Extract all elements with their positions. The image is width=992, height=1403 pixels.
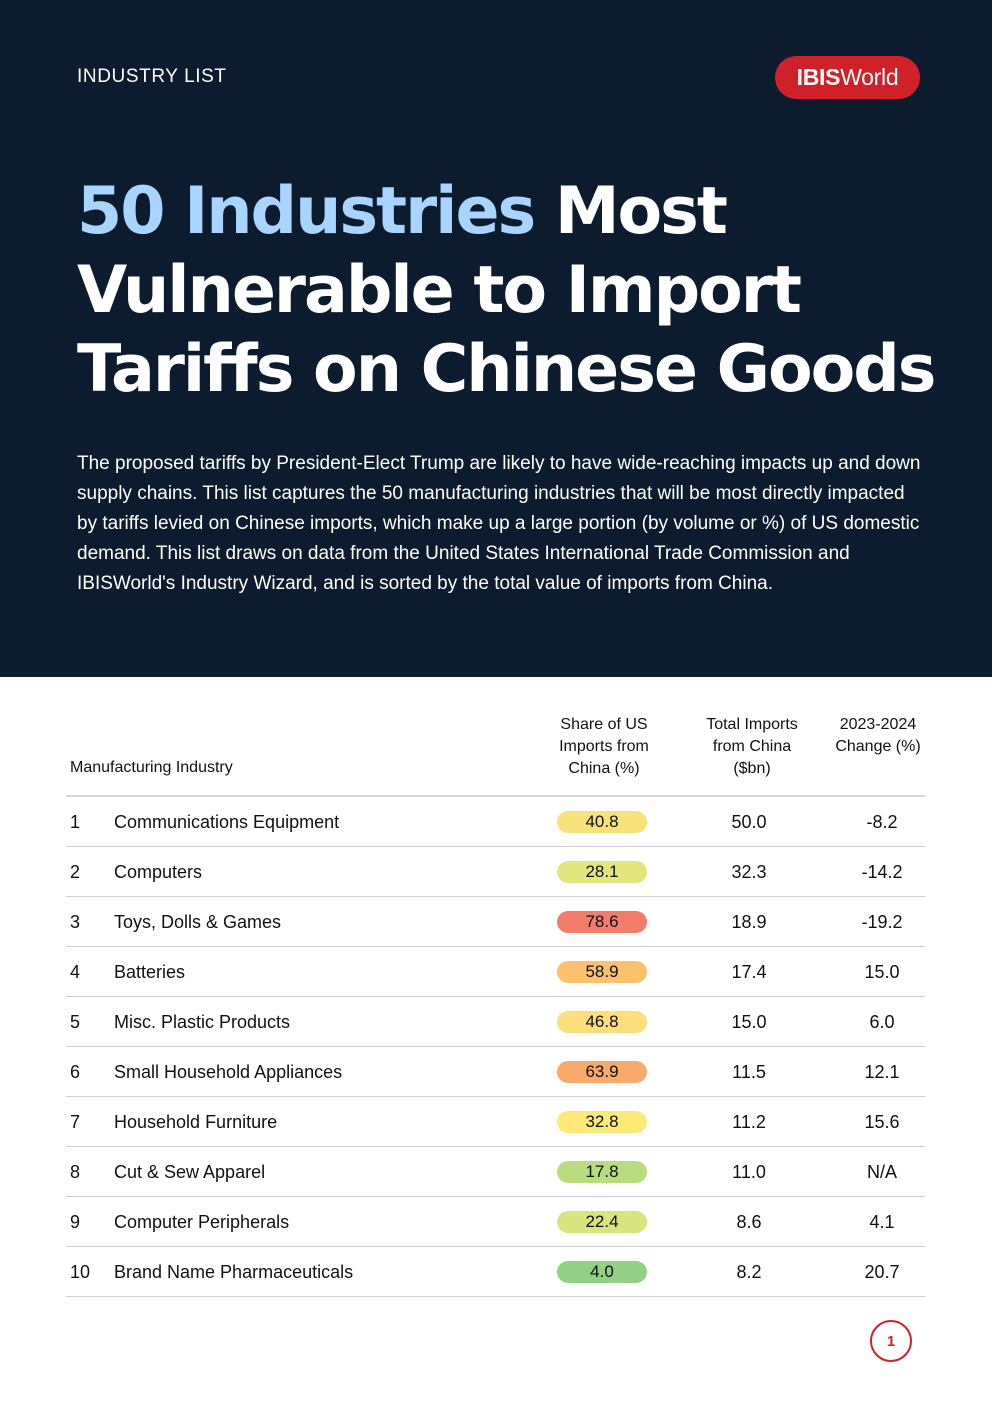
row-change: 6.0 [869, 1011, 895, 1032]
table-row: 3 Toys, Dolls & Games 78.6 18.9 -19.2 [66, 897, 925, 947]
row-industry-name: Batteries [114, 961, 186, 982]
section-label: INDUSTRY LIST [77, 66, 227, 87]
row-change: 15.0 [864, 961, 900, 982]
intro-paragraph: The proposed tariffs by President-Elect … [77, 453, 921, 594]
row-rank: 4 [70, 961, 81, 982]
row-industry-name: Computers [114, 861, 203, 882]
row-rank: 6 [70, 1061, 81, 1082]
row-total-imports: 32.3 [731, 861, 767, 882]
title-accent: 50 Industries [77, 174, 536, 249]
row-rank: 3 [70, 911, 81, 932]
table-row: 1 Communications Equipment 40.8 50.0 -8.2 [66, 797, 925, 847]
row-rank: 9 [70, 1211, 81, 1232]
row-industry-name: Small Household Appliances [114, 1061, 343, 1082]
row-change: -14.2 [861, 861, 903, 882]
row-total-imports: 11.0 [732, 1161, 766, 1182]
row-rank: 8 [70, 1161, 81, 1182]
row-total-imports: 18.9 [731, 911, 767, 932]
table-row: 7 Household Furniture 32.8 11.2 15.6 [66, 1097, 925, 1147]
row-total-imports: 8.6 [736, 1211, 762, 1232]
logo-bold-text: IBIS [796, 64, 841, 90]
row-industry-name: Household Furniture [114, 1111, 278, 1132]
row-change: 12.1 [864, 1061, 900, 1082]
row-change: 4.1 [869, 1211, 895, 1232]
row-rank: 2 [70, 861, 81, 882]
row-industry-name: Brand Name Pharmaceuticals [114, 1261, 354, 1282]
table-row: 9 Computer Peripherals 22.4 8.6 4.1 [66, 1197, 925, 1247]
share-badge: 58.9 [557, 961, 647, 983]
table-row: 6 Small Household Appliances 63.9 11.5 12.1 [66, 1047, 925, 1097]
page-number: 1 [870, 1320, 912, 1362]
logo-light-text: World [840, 64, 899, 90]
header-change: 2023-2024 Change (%) [835, 716, 921, 755]
row-industry-name: Computer Peripherals [114, 1211, 290, 1232]
row-share-cell: 28.1 [557, 847, 647, 897]
share-badge: 28.1 [557, 861, 647, 883]
table-header: Manufacturing Industry Share of US Impor… [66, 700, 925, 797]
row-change: 20.7 [864, 1261, 900, 1282]
row-share-cell: 58.9 [557, 947, 647, 997]
header-total-imports: Total Imports from China ($bn) [706, 716, 798, 777]
row-industry-name: Communications Equipment [114, 811, 340, 832]
row-change: N/A [866, 1161, 897, 1182]
row-share-cell: 40.8 [557, 797, 647, 847]
hero-banner: INDUSTRY LIST IBIS World 50 Industries Mo… [0, 0, 992, 677]
row-total-imports: 15.0 [731, 1011, 767, 1032]
header-industry: Manufacturing Industry [70, 759, 233, 776]
row-total-imports: 17.4 [731, 961, 767, 982]
share-badge: 4.0 [557, 1261, 647, 1283]
share-badge: 40.8 [557, 811, 647, 833]
row-share-cell: 17.8 [557, 1147, 647, 1197]
share-badge: 46.8 [557, 1011, 647, 1033]
share-badge: 17.8 [557, 1161, 647, 1183]
row-total-imports: 50.0 [731, 811, 767, 832]
row-rank: 7 [70, 1111, 81, 1132]
share-badge: 78.6 [557, 911, 647, 933]
row-total-imports: 8.2 [736, 1261, 762, 1282]
row-share-cell: 63.9 [557, 1047, 647, 1097]
table-row: 8 Cut & Sew Apparel 17.8 11.0 N/A [66, 1147, 925, 1197]
row-share-cell: 4.0 [557, 1247, 647, 1297]
row-change: 15.6 [864, 1111, 900, 1132]
row-industry-name: Toys, Dolls & Games [114, 911, 282, 932]
title-rest: Most Vulnerable to Import Tariffs on Chi… [77, 174, 936, 407]
row-rank: 5 [70, 1011, 81, 1032]
row-share-cell: 22.4 [557, 1197, 647, 1247]
row-change: -8.2 [866, 811, 898, 832]
row-total-imports: 11.2 [732, 1111, 766, 1132]
share-badge: 32.8 [557, 1111, 647, 1133]
table-row: 10 Brand Name Pharmaceuticals 4.0 8.2 20.7 [66, 1247, 925, 1297]
ibisworld-logo[interactable]: IBIS World [775, 56, 920, 99]
row-share-cell: 32.8 [557, 1097, 647, 1147]
row-industry-name: Misc. Plastic Products [114, 1011, 291, 1032]
table-body: 1 Communications Equipment 40.8 50.0 -8.2 2 Co… [66, 797, 925, 1297]
table-row: 2 Computers 28.1 32.3 -14.2 [66, 847, 925, 897]
row-change: -19.2 [861, 911, 903, 932]
row-industry-name: Cut & Sew Apparel [114, 1161, 266, 1182]
row-rank: 10 [70, 1261, 91, 1282]
row-rank: 1 [70, 811, 81, 832]
table-row: 4 Batteries 58.9 17.4 15.0 [66, 947, 925, 997]
industry-table: Manufacturing Industry Share of US Impor… [66, 700, 925, 1297]
row-share-cell: 46.8 [557, 997, 647, 1047]
share-badge: 63.9 [557, 1061, 647, 1083]
table-row: 5 Misc. Plastic Products 46.8 15.0 6.0 [66, 997, 925, 1047]
header-share: Share of US Imports from China (%) [559, 716, 649, 777]
row-total-imports: 11.5 [732, 1061, 766, 1082]
row-share-cell: 78.6 [557, 897, 647, 947]
page-title: 50 Industries Most Vulnerable to Import … [77, 172, 957, 409]
share-badge: 22.4 [557, 1211, 647, 1233]
